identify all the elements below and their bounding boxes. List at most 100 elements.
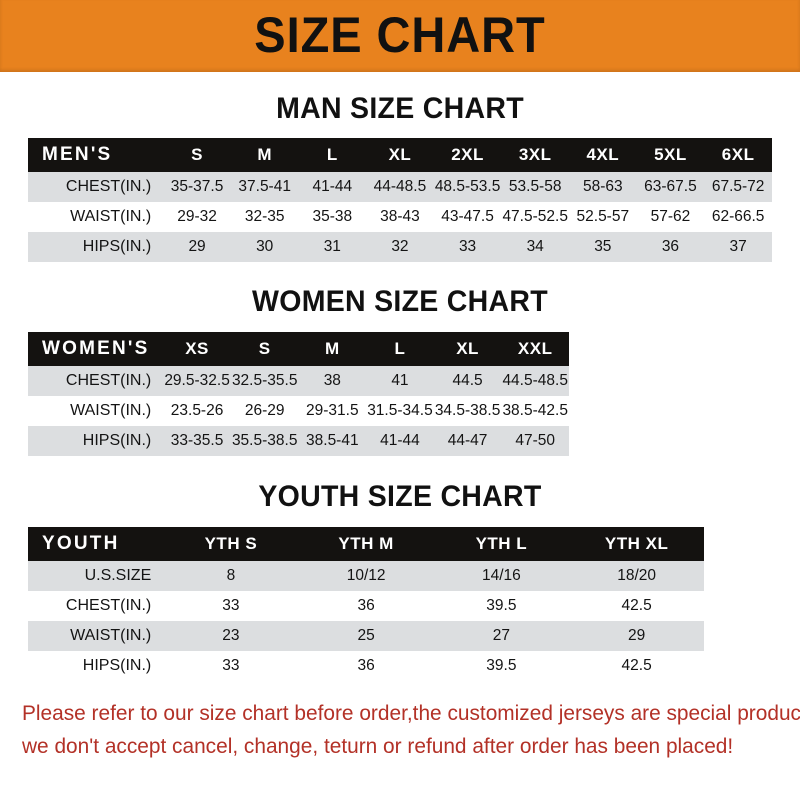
cell-youth-3-0: 33 (163, 651, 299, 681)
table-filler-cell (569, 426, 772, 456)
size-header-youth-0: YTH S (204, 534, 258, 553)
table-filler-cell (704, 621, 772, 651)
cell-women-1-4: 34.5-38.5 (433, 396, 502, 426)
cell-women-2-2: 38.5-41 (298, 426, 367, 456)
row-label-youth-1: CHEST(IN.) (28, 591, 164, 621)
table-filler-cell (569, 396, 772, 426)
table-filler-cell (704, 561, 772, 591)
cell-youth-2-1: 25 (298, 621, 434, 651)
table-wrap-women: WOMEN'S XS S M L XL XXL CHEST(IN.) 29.5-32.5 32.… (28, 332, 772, 456)
table-row: WAIST(IN.) 23.5-26 26-29 29-31.5 31.5-34.5 34… (28, 396, 772, 426)
row-label-youth-2: WAIST(IN.) (28, 621, 164, 651)
row-label-man-1: WAIST(IN.) (28, 202, 164, 232)
cell-man-1-5: 47.5-52.5 (501, 202, 569, 232)
cell-man-0-0: 35-37.5 (163, 172, 231, 202)
size-header-women-4: XL (456, 339, 479, 358)
cell-man-1-3: 38-43 (366, 202, 434, 232)
row-label-man-2: HIPS(IN.) (28, 232, 164, 262)
cell-man-1-6: 52.5-57 (569, 202, 637, 232)
cell-youth-2-0: 23 (163, 621, 299, 651)
cell-women-1-3: 31.5-34.5 (366, 396, 434, 426)
table-row: CHEST(IN.) 33 36 39.5 42.5 (28, 591, 772, 621)
cell-man-0-5: 53.5-58 (501, 172, 569, 202)
cell-man-1-1: 32-35 (230, 202, 299, 232)
table-row: HIPS(IN.) 33-35.5 35.5-38.5 38.5-41 41-44 44-… (28, 426, 772, 456)
cell-man-0-4: 48.5-53.5 (433, 172, 502, 202)
cell-women-0-0: 29.5-32.5 (163, 366, 231, 396)
table-filler-cell (569, 332, 772, 366)
size-header-women-5: XXL (517, 339, 553, 358)
cell-women-0-4: 44.5 (433, 366, 502, 396)
table-row: U.S.SIZE 8 10/12 14/16 18/20 (28, 561, 772, 591)
cell-youth-0-0: 8 (163, 561, 299, 591)
cell-youth-2-3: 29 (569, 621, 705, 651)
size-header-man-0: S (191, 145, 203, 164)
table-corner-label-women: WOMEN'S (42, 338, 150, 359)
size-header-man-4: 2XL (451, 145, 484, 164)
cell-women-0-1: 32.5-35.5 (230, 366, 299, 396)
cell-women-2-0: 33-35.5 (163, 426, 231, 456)
section-title-man: MAN SIZE CHART (276, 92, 524, 125)
cell-women-1-5: 38.5-42.5 (501, 396, 569, 426)
size-header-man-5: 3XL (518, 145, 552, 164)
table-filler-cell (569, 366, 772, 396)
cell-youth-0-1: 10/12 (298, 561, 434, 591)
cell-man-1-2: 35-38 (298, 202, 367, 232)
cell-youth-0-2: 14/16 (433, 561, 569, 591)
size-header-man-7: 5XL (654, 145, 687, 164)
section-title-women: WOMEN SIZE CHART (252, 285, 548, 318)
size-header-women-1: S (258, 339, 271, 358)
table-filler-cell (704, 527, 772, 561)
size-header-man-3: XL (388, 145, 412, 164)
cell-man-0-8: 67.5-72 (704, 172, 772, 202)
table-row: WAIST(IN.) 29-32 32-35 35-38 38-43 43-47.5 47.… (28, 202, 772, 232)
size-header-youth-3: YTH XL (604, 534, 669, 553)
page-title: SIZE CHART (254, 7, 546, 63)
cell-man-2-6: 35 (569, 232, 637, 262)
size-header-women-2: M (324, 339, 340, 358)
row-label-women-1: WAIST(IN.) (28, 396, 164, 426)
row-label-women-0: CHEST(IN.) (28, 366, 164, 396)
cell-youth-3-3: 42.5 (569, 651, 705, 681)
size-header-man-2: L (326, 145, 338, 164)
cell-women-0-5: 44.5-48.5 (501, 366, 569, 396)
order-policy-note: Please refer to our size chart before or… (22, 697, 800, 764)
cell-women-2-4: 44-47 (433, 426, 502, 456)
cell-man-1-8: 62-66.5 (704, 202, 772, 232)
cell-youth-1-1: 36 (298, 591, 434, 621)
size-header-man-1: M (257, 145, 273, 164)
cell-man-1-7: 57-62 (636, 202, 705, 232)
cell-youth-3-2: 39.5 (433, 651, 569, 681)
cell-man-2-7: 36 (636, 232, 705, 262)
cell-man-2-8: 37 (704, 232, 772, 262)
cell-man-1-0: 29-32 (163, 202, 231, 232)
size-header-man-8: 6XL (721, 145, 755, 164)
cell-youth-3-1: 36 (298, 651, 434, 681)
women-size-table-body: WOMEN'S XS S M L XL XXL CHEST(IN.) 29.5-32.5 32.… (28, 332, 772, 456)
cell-women-0-3: 41 (366, 366, 434, 396)
cell-man-2-0: 29 (163, 232, 231, 262)
table-wrap-man: MEN'S S M L XL 2XL 3XL 4XL 5XL 6XL CHEST(IN.) 35-3… (28, 138, 772, 262)
cell-man-2-2: 31 (298, 232, 367, 262)
section-women-size-chart: WOMEN SIZE CHART WOMEN'S XS S M L XL XXL CHEST… (0, 287, 800, 456)
table-filler-cell (704, 591, 772, 621)
table-corner-label-youth: YOUTH (42, 533, 120, 554)
table-row: HIPS(IN.) 33 36 39.5 42.5 (28, 651, 772, 681)
cell-man-1-4: 43-47.5 (433, 202, 502, 232)
cell-women-1-2: 29-31.5 (298, 396, 367, 426)
section-man-size-chart: MAN SIZE CHART MEN'S S M L XL 2XL 3XL 4XL 5XL 6XL… (0, 94, 800, 262)
women-size-table: WOMEN'S XS S M L XL XXL CHEST(IN.) 29.5-32.5 32.… (28, 332, 772, 456)
table-row: CHEST(IN.) 29.5-32.5 32.5-35.5 38 41 44.5 44.5… (28, 366, 772, 396)
cell-man-0-6: 58-63 (569, 172, 637, 202)
size-chart-banner: SIZE CHART (0, 0, 800, 72)
table-header-row: WOMEN'S XS S M L XL XXL (28, 332, 772, 366)
cell-man-2-5: 34 (501, 232, 569, 262)
cell-women-2-3: 41-44 (366, 426, 434, 456)
youth-size-table: YOUTH YTH S YTH M YTH L YTH XL U.S.SIZE 8 10/1… (28, 527, 772, 681)
order-policy-note-line-1: Please refer to our size chart before or… (22, 701, 800, 725)
size-header-women-0: XS (185, 339, 209, 358)
size-header-youth-2: YTH L (475, 534, 528, 553)
size-header-women-3: L (394, 339, 406, 358)
cell-man-0-2: 41-44 (298, 172, 367, 202)
table-filler-cell (704, 651, 772, 681)
